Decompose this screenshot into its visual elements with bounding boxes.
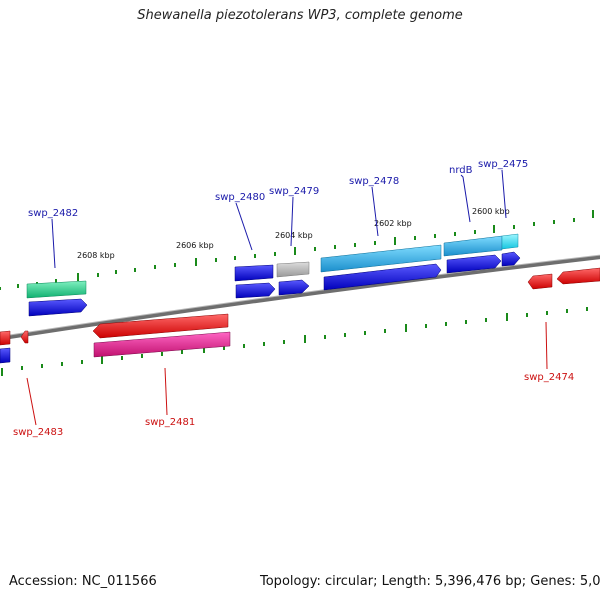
label-swp_2483[interactable]: swp_2483 [13, 427, 63, 438]
gene-swp_2482[interactable] [28, 298, 88, 317]
gene-swp_2483[interactable] [0, 330, 29, 364]
label-swp_2482[interactable]: swp_2482 [28, 208, 78, 219]
gene-swp_2474[interactable] [527, 267, 600, 290]
label-swp_2478[interactable]: swp_2478 [349, 176, 399, 187]
gene-swp_2480[interactable] [234, 264, 276, 299]
label-swp_2480[interactable]: swp_2480 [215, 192, 265, 203]
genome-summary-text: Topology: circular; Length: 5,396,476 bp… [260, 574, 600, 589]
tick-label-2600: 2600 kbp [472, 207, 510, 216]
label-swp_2475[interactable]: swp_2475 [478, 159, 528, 170]
callout-lines-top [51, 169, 507, 269]
label-swp_2481[interactable]: swp_2481 [145, 417, 195, 428]
callout-lines-bottom [26, 321, 548, 426]
genome-backbone [0, 255, 600, 341]
gene-nrdB[interactable] [443, 235, 503, 274]
gene-swp_2482-teal[interactable] [26, 280, 87, 299]
gene-swp_2479[interactable] [276, 261, 310, 296]
label-swp_2474[interactable]: swp_2474 [524, 372, 574, 383]
tick-label-2602: 2602 kbp [374, 219, 412, 228]
label-swp_2479[interactable]: swp_2479 [269, 186, 319, 197]
gene-swp_2481[interactable] [92, 313, 231, 358]
lower-tick-ring [1, 307, 588, 376]
page-title: Shewanella piezotolerans WP3, complete g… [137, 8, 463, 23]
gene-swp_2478[interactable] [320, 244, 442, 291]
gene-swp_2475[interactable] [501, 233, 521, 267]
tick-label-2608: 2608 kbp [77, 251, 115, 260]
tick-label-2606: 2606 kbp [176, 241, 214, 250]
upper-tick-ring [0, 210, 594, 290]
accession-text: Accession: NC_011566 [9, 574, 157, 589]
label-nrdB[interactable]: nrdB [449, 165, 473, 176]
tick-label-2604: 2604 kbp [275, 231, 313, 240]
